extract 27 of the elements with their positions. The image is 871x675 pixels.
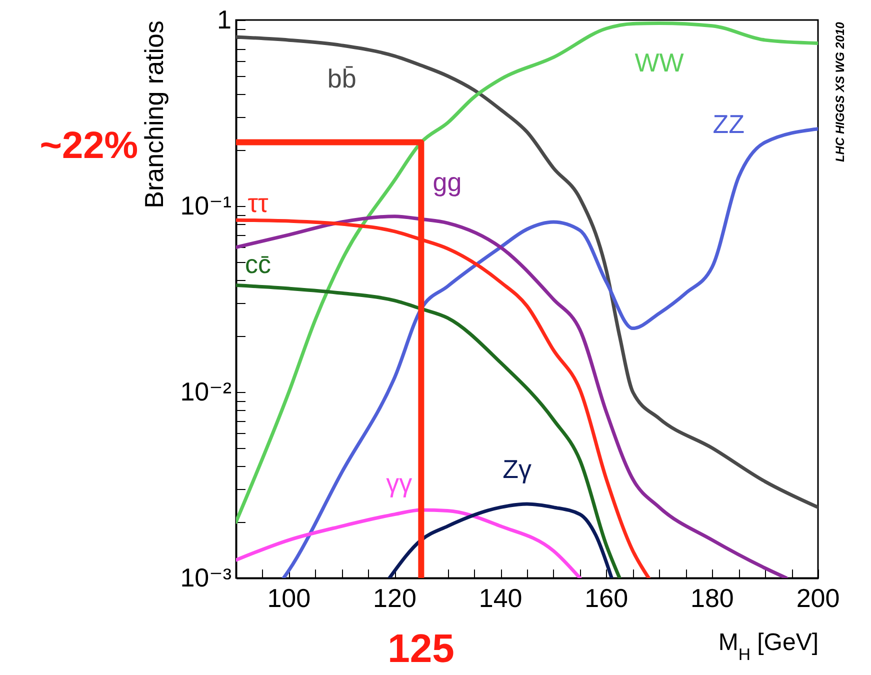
series-label: gg [432, 167, 462, 198]
series-label: γγ [386, 468, 412, 498]
series-label: ZZ [712, 109, 745, 140]
line-series [388, 502, 614, 578]
x-tick-label: 160 [584, 583, 628, 613]
x-axis-title: M$_{H}$ [GeV] [718, 629, 818, 664]
line-series [236, 508, 582, 578]
y-tick-label: 1 [217, 4, 232, 34]
series-label: Zγ [502, 454, 532, 484]
line-series [236, 283, 622, 578]
y-tick-label: 10⁻³ [180, 562, 232, 592]
text: LHC HIGGS XS WG 2010 [833, 22, 847, 162]
y-axis-title: Branching ratios [139, 20, 170, 208]
y-tick-label: 10⁻² [180, 376, 232, 406]
x-tick-label: 120 [373, 583, 416, 613]
text: ~22% [40, 125, 138, 167]
line-series [236, 214, 788, 578]
series-label: bb̄ [327, 63, 356, 94]
series-label: WW [634, 47, 684, 78]
x-tick-label: 100 [267, 583, 311, 613]
text: 125 [388, 627, 454, 671]
x-tick-label: 200 [796, 583, 840, 613]
x-tick-label: 140 [478, 583, 522, 613]
x-tick-label: 180 [690, 583, 734, 613]
series-label: cc̄ [245, 249, 271, 280]
y-tick-label: 10⁻¹ [180, 190, 232, 220]
series-label: ττ [248, 188, 269, 218]
